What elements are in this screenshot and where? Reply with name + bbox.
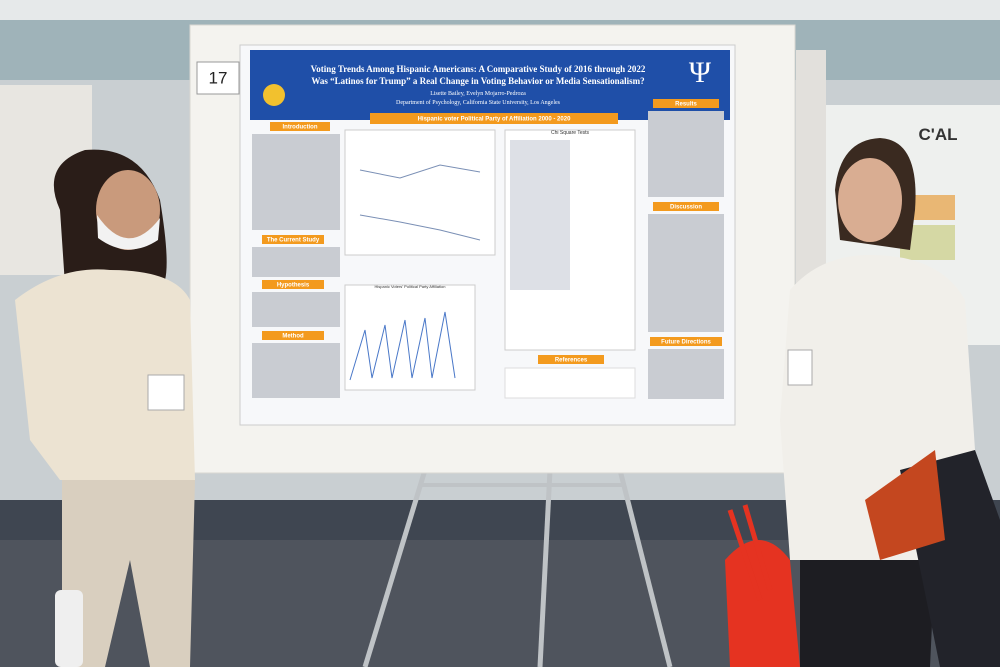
chart-line <box>349 311 456 381</box>
subtitle: Was “Latinos for Trump” a Real Change in… <box>311 76 644 86</box>
section-header: Method <box>282 334 304 340</box>
red-bag <box>725 540 800 667</box>
header-box <box>262 235 324 244</box>
section-header: The Current Study <box>267 238 320 244</box>
references-box <box>504 367 636 399</box>
line-chart <box>344 129 496 256</box>
header-box <box>650 337 722 346</box>
university-logo <box>263 84 285 106</box>
number-card <box>196 61 240 95</box>
header-box <box>262 280 324 289</box>
section-header: Discussion <box>670 205 702 211</box>
section-header: Hypothesis <box>277 283 310 289</box>
bag-strap <box>727 504 773 601</box>
authors: Lisette Bailey, Evelyn Mojarro-Pedroza <box>430 91 526 97</box>
title: Voting Trends Among Hispanic Americans: … <box>311 64 646 74</box>
chart-line <box>359 164 481 241</box>
section-headers: Introduction The Current Study Hypothesi… <box>262 99 722 364</box>
header-box <box>262 331 324 340</box>
booth-number: 17 <box>209 68 228 87</box>
title-band <box>250 50 730 120</box>
chart-band <box>370 113 618 124</box>
easel <box>362 469 673 667</box>
header-box <box>538 355 604 364</box>
person-left <box>15 149 195 667</box>
water-bottle <box>55 590 83 667</box>
sign-text: C'AL <box>919 125 958 144</box>
person-right <box>780 138 1000 667</box>
header-box <box>653 99 719 108</box>
section-header: References <box>555 358 588 364</box>
text-blocks <box>252 111 724 399</box>
logo: Ψ <box>689 56 712 89</box>
section-header: Results <box>675 102 697 108</box>
header-box <box>270 122 330 131</box>
section-header: Future Directions <box>661 340 711 346</box>
chart2-title: Hispanic Voters' Political Party Affilia… <box>375 284 446 289</box>
line-chart <box>344 284 476 391</box>
table-title: Chi Square Tests <box>551 130 589 136</box>
header-box <box>653 202 719 211</box>
table-column <box>510 140 570 290</box>
chart-title: Hispanic voter Political Party of Affili… <box>418 117 571 123</box>
section-header: Introduction <box>283 125 318 131</box>
department: Department of Psychology, California Sta… <box>396 99 561 106</box>
